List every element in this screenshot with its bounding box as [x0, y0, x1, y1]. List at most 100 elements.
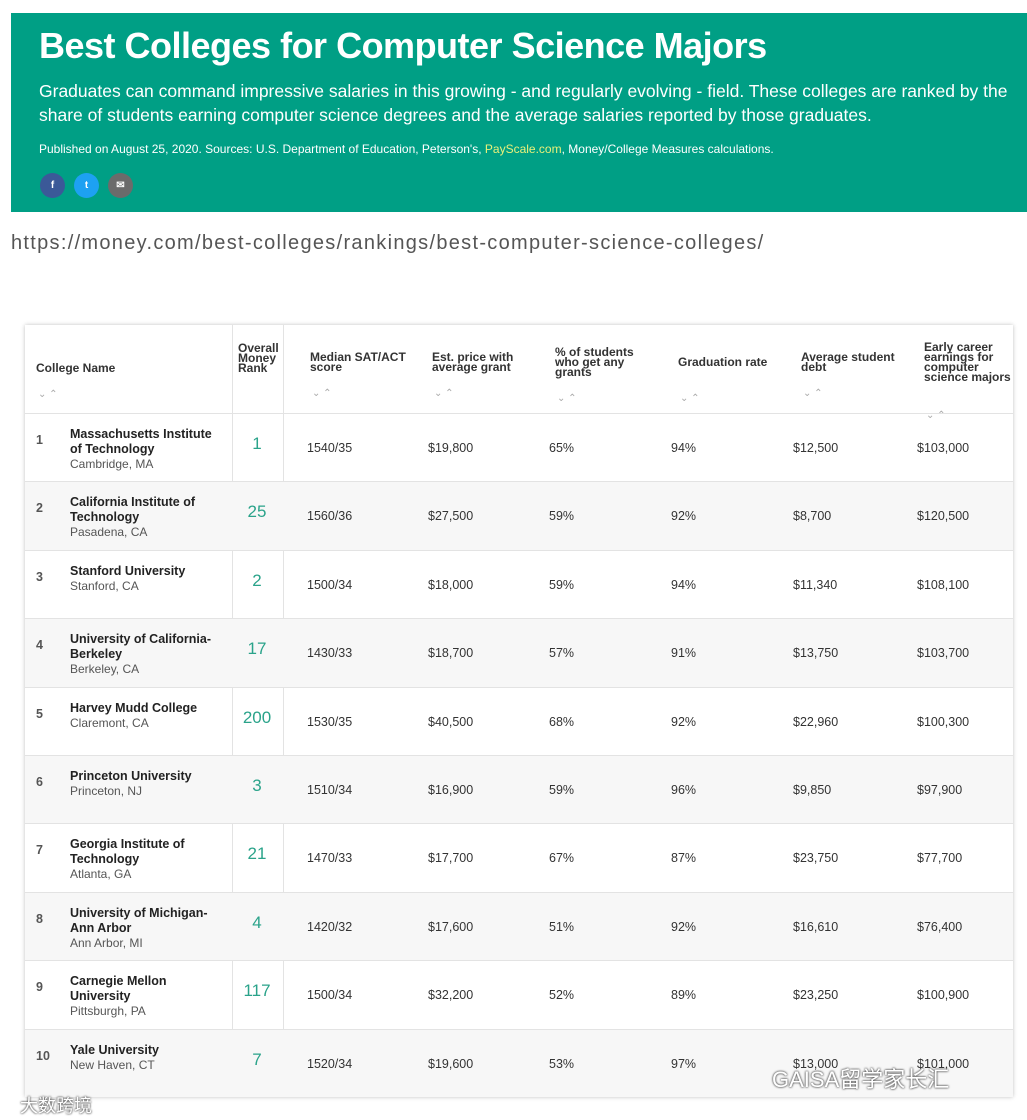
sat-act: 1530/35 — [307, 714, 353, 729]
rank: 7 — [36, 843, 43, 858]
college-name-cell: University of Michigan-Ann Arbor Ann Arbo… — [70, 906, 220, 951]
debt: $9,850 — [793, 783, 832, 797]
earnings: $97,900 — [917, 783, 963, 797]
sort-arrows[interactable]: ⌄ ⌃ — [557, 393, 577, 404]
college-name-cell: Yale University New Haven, CT — [70, 1043, 220, 1073]
money-rank: 117 — [243, 981, 271, 1001]
subtitle: Graduates can command impressive salarie… — [39, 81, 1008, 125]
money-rank: 17 — [247, 639, 267, 659]
grants: 68% — [549, 714, 575, 729]
college-name-cell: California Institute of Technology Pasade… — [70, 495, 220, 540]
sort-arrows[interactable]: ⌄ ⌃ — [926, 410, 946, 421]
grants: 53% — [549, 1056, 575, 1071]
money-rank: 1 — [252, 434, 262, 453]
debt: $23,750 — [793, 851, 839, 866]
published-line: Published on August 25, 2020. Sources: U… — [39, 142, 774, 156]
sat-act: 1430/33 — [307, 646, 353, 661]
earnings: $76,400 — [917, 919, 963, 934]
table-row: 10 Yale University New Haven, CT 7 1520/34 $1… — [25, 1028, 1013, 1097]
college-location: Ann Arbor, MI — [70, 935, 143, 950]
sort-arrows[interactable]: ⌄ ⌃ — [38, 389, 58, 400]
college-location: New Haven, CT — [70, 1057, 155, 1072]
table-row: 2 California Institute of Technology Pasad… — [25, 481, 1013, 551]
table-row: 5 Harvey Mudd College Claremont, CA 200 1530… — [25, 686, 1013, 756]
college-name-cell: Massachusetts Institute of Technology Cam… — [70, 427, 220, 472]
sort-arrows[interactable]: ⌄ ⌃ — [680, 393, 700, 404]
earnings: $101,000 — [917, 1056, 970, 1071]
sort-arrows[interactable]: ⌄ ⌃ — [803, 388, 823, 399]
published-text: , Money/College Measures calculations. — [561, 142, 774, 156]
rank: 5 — [36, 706, 43, 721]
graduation: 91% — [671, 646, 697, 661]
email-button[interactable]: ✉ — [108, 173, 133, 198]
facebook-button[interactable]: f — [40, 173, 65, 198]
money-rank: 3 — [252, 776, 262, 795]
sat-act: 1520/34 — [307, 1056, 353, 1071]
rank: 8 — [36, 911, 43, 926]
money-rank: 21 — [247, 844, 267, 864]
graduation: 94% — [671, 577, 697, 592]
table-row: 4 University of California-Berkeley Berkel… — [25, 618, 1013, 688]
debt: $22,960 — [793, 714, 839, 729]
grants: 67% — [549, 851, 575, 866]
college-name-cell: Stanford University Stanford, CA — [70, 564, 220, 594]
price: $19,800 — [428, 441, 474, 455]
college-name: Yale University — [70, 1042, 159, 1057]
earnings: $77,700 — [917, 851, 963, 866]
table-row: 3 Stanford University Stanford, CA 2 1500/34… — [25, 549, 1013, 619]
sort-arrows[interactable]: ⌄ ⌃ — [312, 388, 332, 399]
graduation: 97% — [671, 1056, 697, 1071]
price: $32,200 — [428, 988, 474, 1003]
college-location: Princeton, NJ — [70, 784, 143, 798]
college-name: Harvey Mudd College — [70, 700, 198, 715]
graduation: 94% — [671, 441, 697, 455]
watermark: GAISA留学家长汇 — [772, 1067, 950, 1092]
twitter-button[interactable]: t — [74, 173, 99, 198]
debt: $13,000 — [793, 1056, 839, 1071]
rank: 9 — [36, 980, 43, 995]
college-name-cell: Georgia Institute of Technology Atlanta, … — [70, 837, 220, 882]
price: $16,900 — [428, 783, 474, 797]
college-location: Cambridge, MA — [70, 457, 154, 471]
graduation: 89% — [671, 988, 697, 1003]
college-name-cell: Carnegie Mellon University Pittsburgh, PA — [70, 974, 220, 1019]
earnings: $108,100 — [917, 577, 970, 592]
sat-act: 1420/32 — [307, 919, 353, 934]
money-rank: 25 — [247, 502, 267, 522]
column-header: Overall Money Rank — [238, 341, 279, 375]
earnings: $103,700 — [917, 646, 970, 661]
price: $18,000 — [428, 577, 474, 592]
source-link[interactable]: PayScale.com — [484, 142, 562, 156]
graduation: 87% — [671, 851, 697, 866]
debt: $13,750 — [793, 646, 839, 661]
rank: 3 — [36, 569, 43, 584]
college-name: Stanford University — [70, 563, 186, 578]
college-name-cell: University of California-Berkeley Berkele… — [70, 632, 220, 677]
earnings: $100,900 — [917, 988, 970, 1003]
price: $19,600 — [428, 1056, 474, 1071]
sat-act: 1500/34 — [307, 988, 353, 1003]
price: $17,700 — [428, 851, 474, 866]
sat-act: 1540/35 — [307, 441, 353, 455]
column-header: % of students who get any grants — [555, 345, 634, 379]
college-name-cell: Harvey Mudd College Claremont, CA — [70, 701, 220, 731]
table-row: 7 Georgia Institute of Technology Atlanta,… — [25, 823, 1013, 892]
sort-arrows[interactable]: ⌄ ⌃ — [434, 388, 454, 399]
debt: $8,700 — [793, 509, 832, 524]
rank: 4 — [36, 638, 43, 653]
url: https://money.com/best-colleges/rankings… — [11, 232, 765, 254]
college-location: Pasadena, CA — [70, 525, 148, 540]
table-row: 1 Massachusetts Institute of Technology Ca… — [25, 413, 1013, 482]
debt: $23,250 — [793, 988, 839, 1003]
graduation: 92% — [671, 919, 697, 934]
grants: 59% — [549, 783, 575, 797]
rank: 6 — [36, 775, 43, 789]
college-name: University of California-Berkeley — [70, 632, 211, 662]
college-name: Georgia Institute of Technology — [70, 837, 185, 867]
published-text: Published on August 25, 2020. Sources: U… — [39, 142, 485, 156]
price: $27,500 — [428, 509, 474, 524]
earnings: $120,500 — [917, 509, 970, 524]
column-header: Est. price with average grant — [432, 350, 514, 374]
sat-act: 1500/34 — [307, 577, 353, 592]
